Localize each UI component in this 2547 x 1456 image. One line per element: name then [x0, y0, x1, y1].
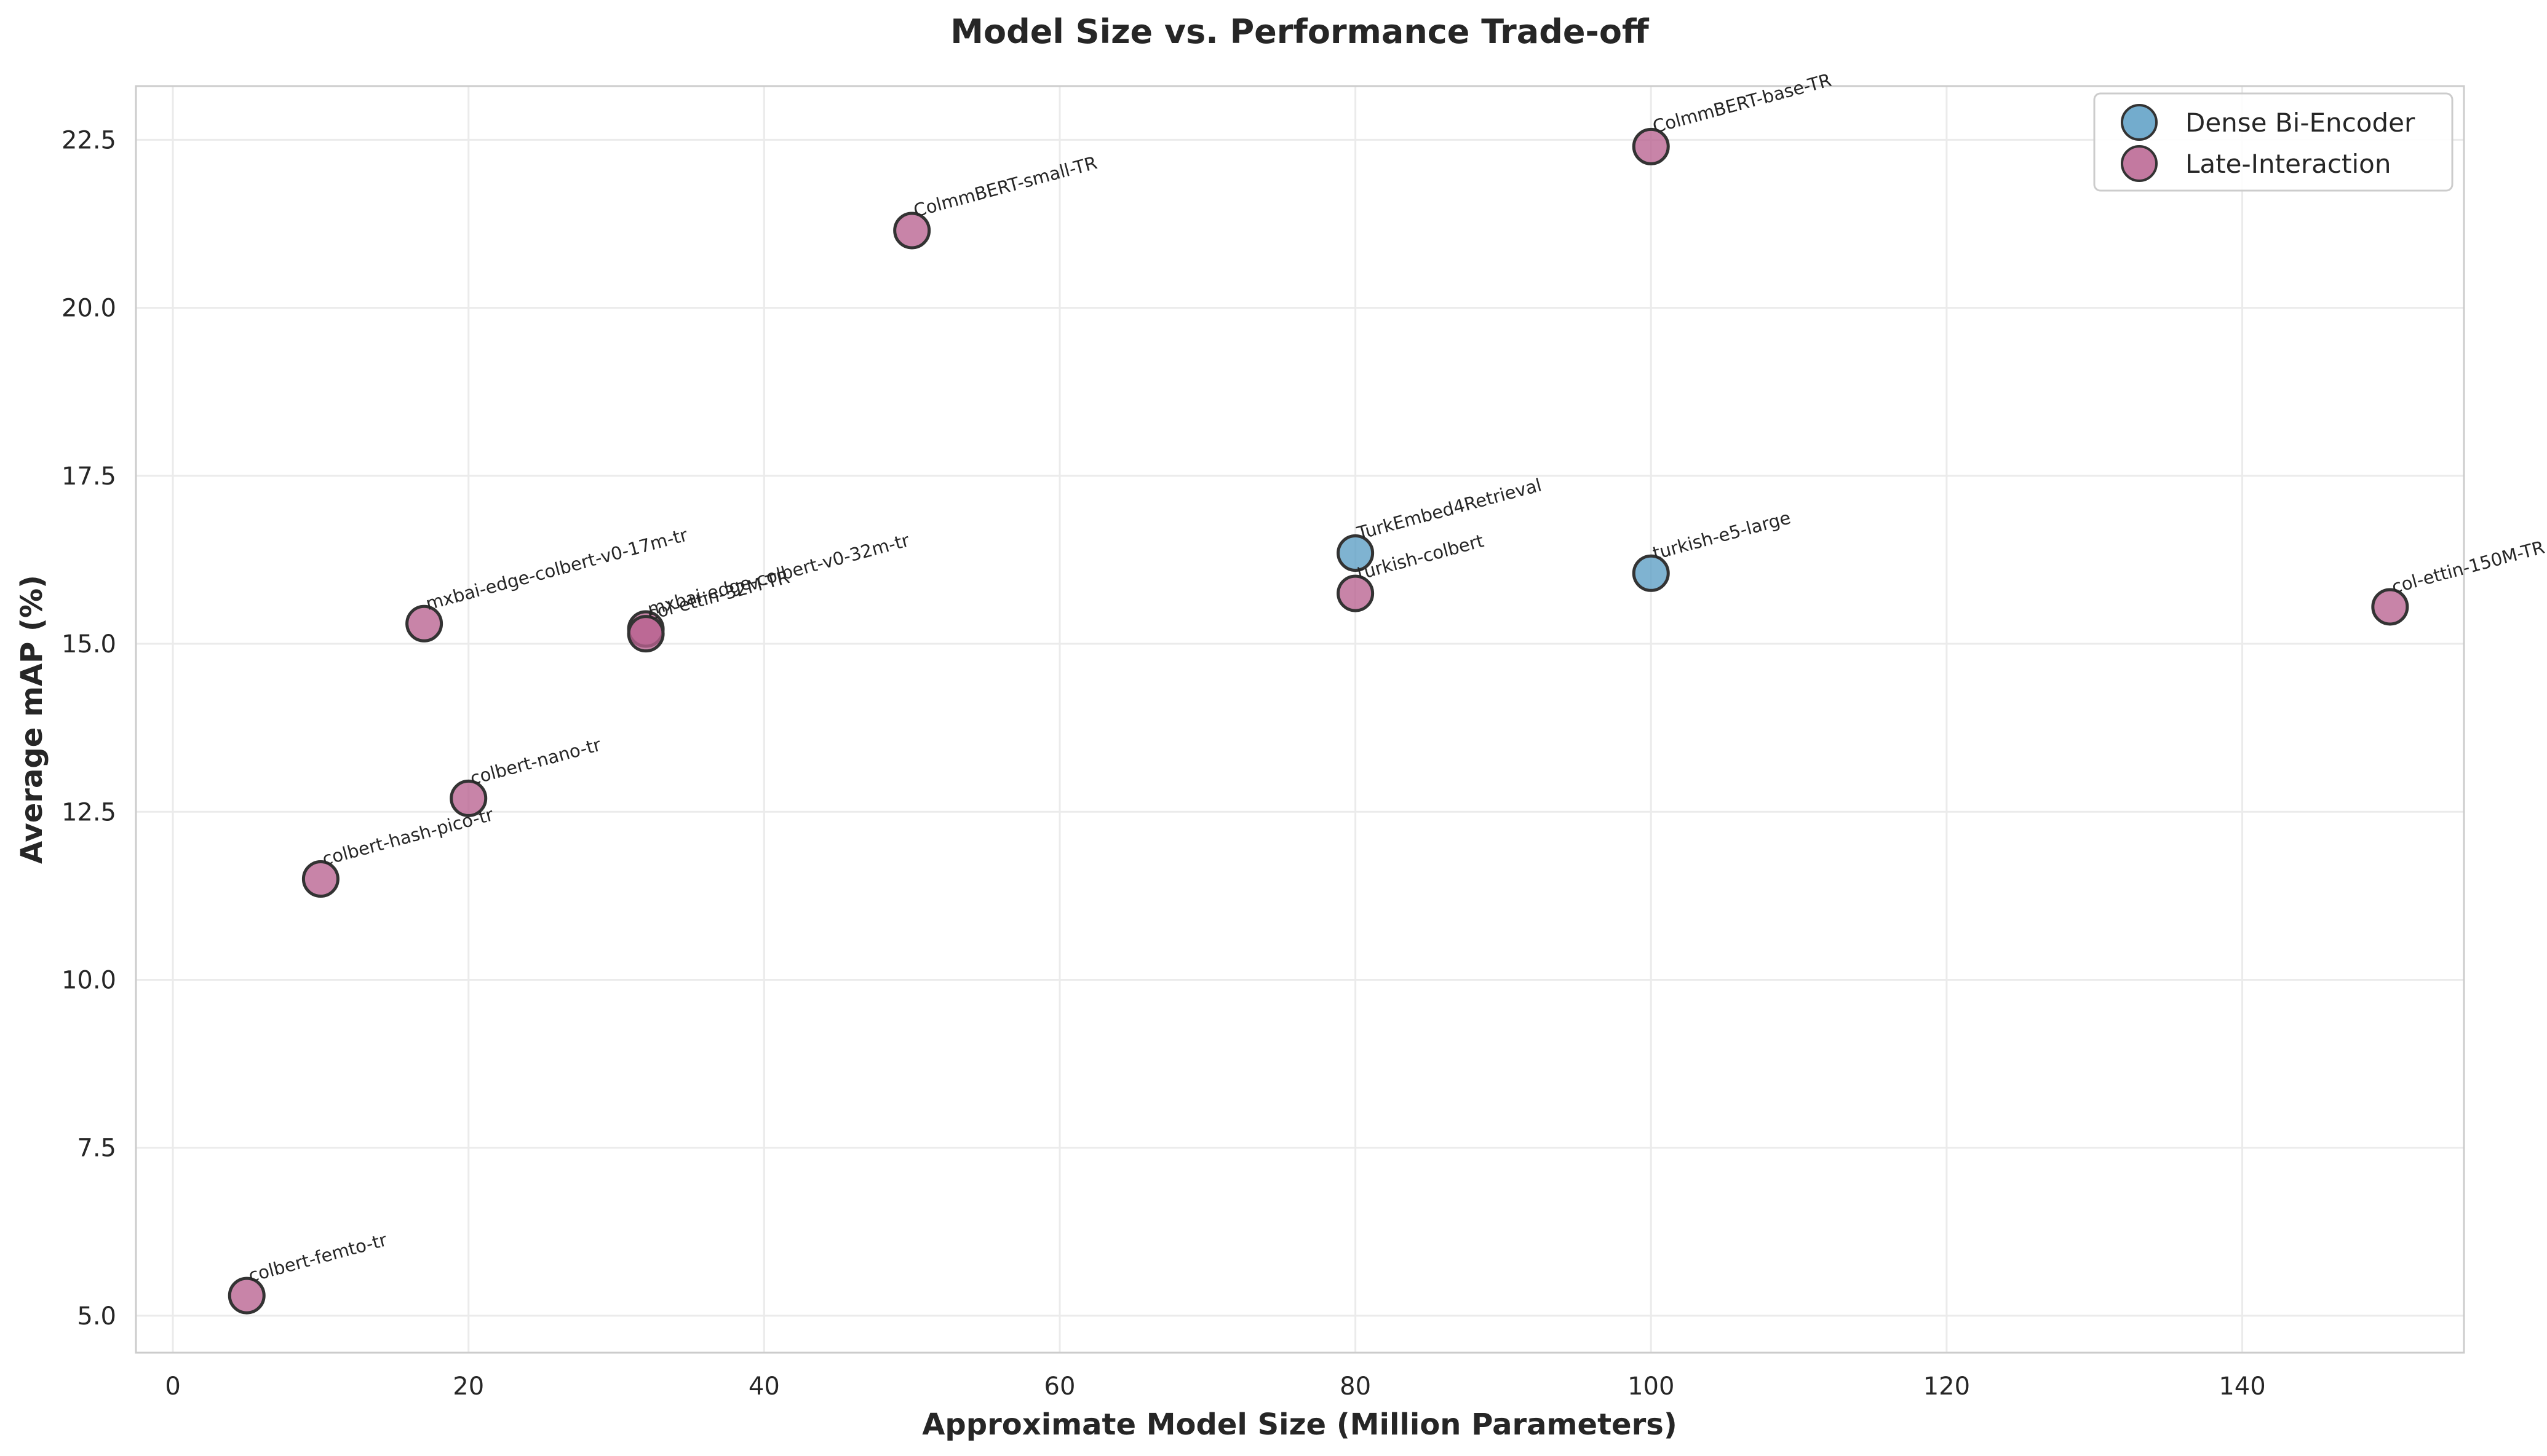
point-label-colbert-femto-tr: colbert-femto-tr — [246, 1229, 389, 1286]
y-tick-label: 17.5 — [62, 462, 116, 491]
x-tick-label: 40 — [749, 1372, 780, 1401]
x-tick-label: 20 — [453, 1372, 484, 1401]
legend-marker-dense-bi-encoder — [2121, 104, 2158, 141]
chart-title: Model Size vs. Performance Trade-off — [950, 12, 1650, 51]
data-point-mxbai-edge-colbert-v0-17m-tr — [405, 604, 443, 643]
label-layer: TurkEmbed4Retrieval turkish-e5-large colbe… — [246, 69, 2546, 1286]
data-point-turkish-colbert — [1337, 574, 1375, 612]
data-point-col-ettin-150m-tr — [2371, 588, 2409, 626]
x-tick-label: 80 — [1340, 1372, 1371, 1401]
data-point-turkish-e5-large — [1632, 554, 1670, 592]
point-label-turkembed4retrieval: TurkEmbed4Retrieval — [1354, 474, 1544, 544]
plot-frame — [135, 85, 2465, 1354]
data-point-colmmbert-small-tr — [893, 212, 931, 250]
data-point-colbert-nano-tr — [450, 779, 488, 817]
x-axis-label: Approximate Model Size (Million Paramete… — [922, 1407, 1677, 1442]
point-label-col-ettin-150m-tr: col-ettin-150M-TR — [2390, 537, 2547, 598]
y-tick-label: 7.5 — [77, 1134, 116, 1163]
legend: Dense Bi-Encoder Late-Interaction — [2093, 92, 2454, 192]
x-tick-label: 140 — [2219, 1372, 2265, 1401]
data-point-turkembed4retrieval — [1337, 534, 1375, 572]
y-tick-label: 5.0 — [77, 1302, 116, 1331]
y-tick-label: 10.0 — [62, 966, 116, 994]
legend-marker-late-interaction — [2121, 145, 2158, 182]
tick-layer: 0 20 40 60 80 100 120 140 5.0 7.5 10.0 12.5 15.0 17.5… — [62, 126, 2266, 1401]
series-layer — [228, 127, 2409, 1315]
data-point-colmmbert-base-tr — [1632, 127, 1670, 165]
point-label-colmmbert-small-tr: ColmmBERT-small-TR — [912, 152, 1100, 221]
data-point-colbert-hash-pico-tr — [301, 860, 340, 898]
legend-box — [2093, 92, 2454, 192]
data-point-colbert-femto-tr — [228, 1276, 266, 1315]
y-tick-label: 12.5 — [62, 798, 116, 826]
point-label-colbert-nano-tr: colbert-nano-tr — [468, 734, 603, 789]
x-tick-label: 60 — [1044, 1372, 1076, 1401]
x-tick-label: 100 — [1627, 1372, 1674, 1401]
y-axis-label: Average mAP (%) — [15, 575, 49, 864]
y-tick-label: 20.0 — [62, 295, 116, 323]
y-tick-label: 22.5 — [62, 126, 116, 154]
series-dense-bi-encoder — [1337, 534, 1670, 592]
legend-label-dense-bi-encoder: Dense Bi-Encoder — [2185, 108, 2415, 138]
grid-layer — [136, 86, 2464, 1353]
legend-label-late-interaction: Late-Interaction — [2185, 149, 2391, 179]
y-tick-label: 15.0 — [62, 630, 116, 659]
series-late-interaction — [228, 127, 2409, 1315]
point-label-turkish-e5-large: turkish-e5-large — [1650, 507, 1793, 564]
x-tick-label: 0 — [165, 1372, 180, 1401]
x-tick-label: 120 — [1923, 1372, 1970, 1401]
point-label-colmmbert-base-tr: ColmmBERT-base-TR — [1650, 69, 1834, 137]
data-point-col-ettin-32m-tr — [627, 615, 665, 653]
